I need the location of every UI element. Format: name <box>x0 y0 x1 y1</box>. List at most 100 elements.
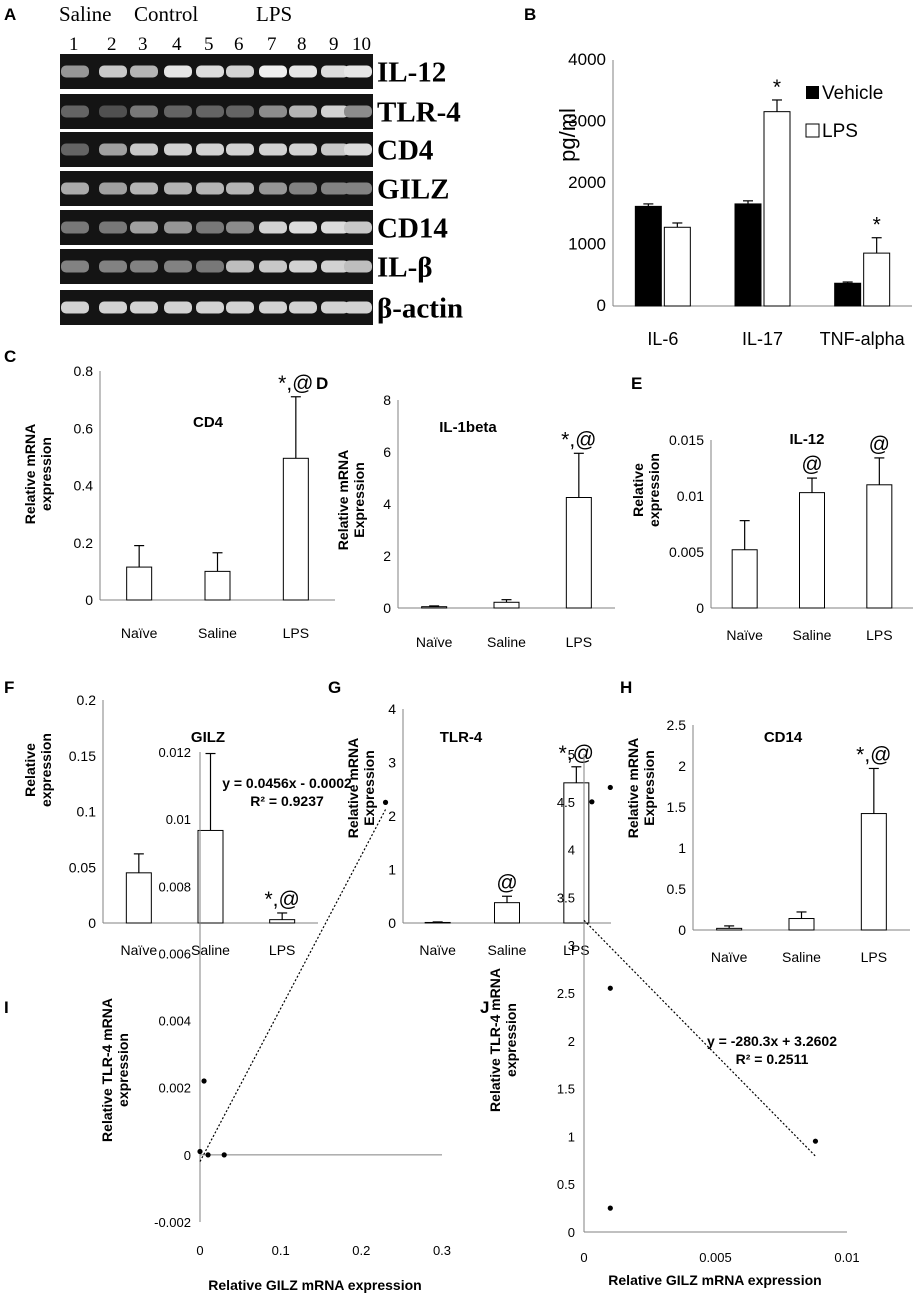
panel-f-ytick-0-1: 0.1 <box>77 804 97 820</box>
panel-h: H Relative mRNAExpression 0 0.5 1 1.5 2 2.5 Na… <box>620 678 910 965</box>
panel-d-bar-lps <box>565 497 592 609</box>
gel-gene-label-actin: β-actin <box>377 293 463 325</box>
gel-band-tlr-4-3 <box>130 105 158 118</box>
panel-h-title: CD14 <box>764 729 803 746</box>
gel-gene-label-il: IL-β <box>377 252 433 284</box>
panel-j-ytick-1-5: 1.5 <box>557 1082 575 1097</box>
panel-e-annotation-lps: @ <box>869 433 890 456</box>
panel-f: F Relativeexpression 0 0.05 0.1 0.15 0.2 Naïv… <box>4 678 318 958</box>
legend-vehicle-swatch <box>806 86 819 99</box>
panel-d-ytick-6: 6 <box>383 444 391 460</box>
gel-band-cd4-5 <box>196 143 224 156</box>
panel-i-ytick-0: 0 <box>184 1148 191 1163</box>
gel-group-saline: Saline <box>59 2 112 26</box>
gel-band-cd14-5 <box>196 221 224 234</box>
panel-j-ytick-3: 3 <box>568 938 575 953</box>
chart-i: -0.002 0 0.002 0.004 0.006 0.008 0.01 0.012 0 0.1… <box>154 745 451 1258</box>
panel-d-ylabel-line1: Relative mRNA <box>335 450 351 550</box>
panel-e-bar-lps <box>866 484 893 609</box>
panel-d-ytick-8: 8 <box>383 392 391 408</box>
panel-c-category-lps: LPS <box>283 625 309 641</box>
gel-band-il-12-9 <box>321 65 349 78</box>
panel-g-ylabel-line1: Relative mRNA <box>345 738 361 838</box>
panel-f-ylabel-line2: expression <box>38 733 54 807</box>
gel-band-cd4-2 <box>99 143 127 156</box>
gel-band-cd14-3 <box>130 221 158 234</box>
gel-band-cd4-9 <box>321 143 349 156</box>
panel-h-category-saline: Saline <box>782 949 821 965</box>
gel-band-il-5 <box>196 260 224 273</box>
panel-d-ylabel: Relative mRNAExpression <box>335 450 367 550</box>
gel-band-tlr-4-5 <box>196 105 224 118</box>
panel-label-i: I <box>4 998 9 1017</box>
gel-band-actin-5 <box>196 301 224 314</box>
gel-band-cd14-1 <box>61 221 89 234</box>
legend-lps-swatch <box>805 123 820 138</box>
panel-b-ytick-0: 0 <box>597 296 606 315</box>
panel-b-bar-il-17-lps <box>763 111 791 307</box>
panel-g-ytick-2: 2 <box>388 808 396 824</box>
panel-f-ytick-0-15: 0.15 <box>69 748 96 764</box>
panel-j-point-4 <box>607 1205 613 1211</box>
chart-h: 0 0.5 1 1.5 2 2.5 Naïve Saline LPS *,@ CD14 <box>667 717 910 965</box>
panel-h-bar-lps <box>860 813 887 931</box>
gel-band-il-2 <box>99 260 127 273</box>
gel-band-tlr-4-4 <box>164 105 192 118</box>
panel-e-category-lps: LPS <box>866 627 892 643</box>
panel-j-ylabel-line1: Relative TLR-4 mRNA <box>487 968 503 1112</box>
panel-d-ytick-4: 4 <box>383 496 391 512</box>
panel-i-xlabel: Relative GILZ mRNA expression <box>208 1277 421 1293</box>
gel-band-cd4-6 <box>226 143 254 156</box>
gel-band-il-12-8 <box>289 65 317 78</box>
panel-b-bar-il-6-lps <box>663 226 691 307</box>
panel-d-ytick-0: 0 <box>383 600 391 616</box>
panel-c-ytick-0-6: 0.6 <box>74 420 94 436</box>
gel-band-gilz-5 <box>196 182 224 195</box>
panel-c: C Relative mRNAexpression 0 0.2 0.4 0.6 0.8 N… <box>4 347 335 641</box>
panel-i-ytick-0-006: 0.006 <box>158 946 191 961</box>
panel-j-ytick-2-5: 2.5 <box>557 986 575 1001</box>
panel-g-ytick-0: 0 <box>388 915 396 931</box>
panel-j-r-squared: R² = 0.2511 <box>736 1051 809 1067</box>
panel-d: D Relative mRNAExpression 0 2 4 6 8 Naïve Sali… <box>316 374 615 650</box>
gel-band-actin-10 <box>344 301 372 314</box>
legend-lps-label: LPS <box>822 121 858 142</box>
panel-j-ytick-2: 2 <box>568 1034 575 1049</box>
gel-band-il-12-7 <box>259 65 287 78</box>
chart-e: 0 0.005 0.01 0.015 Naïve Saline @ LPS @ IL-12 <box>669 431 913 643</box>
gel-band-tlr-4-2 <box>99 105 127 118</box>
panel-b-category-tnf-alpha: TNF-alpha <box>820 329 906 349</box>
gel-group-lps: LPS <box>256 2 292 26</box>
panel-e-bar-saline <box>799 492 825 609</box>
panel-h-ytick-2-5: 2.5 <box>667 717 687 733</box>
panel-g-ytick-4: 4 <box>388 701 396 717</box>
panel-f-category-lps: LPS <box>269 942 295 958</box>
panel-j: J Relative TLR-4 mRNAexpression Relative… <box>480 747 860 1288</box>
gel-gene-label-tlr-4: TLR-4 <box>377 97 461 129</box>
panel-c-category-naive: Naïve <box>121 625 158 641</box>
panel-j-point-3 <box>607 985 613 991</box>
gel-lane-number-6: 6 <box>234 34 244 55</box>
gel-band-cd4-10 <box>344 143 372 156</box>
panel-g-ylabel: Relative mRNAExpression <box>345 738 377 838</box>
panel-b-ytick-4000: 4000 <box>568 50 606 69</box>
panel-g-title: TLR-4 <box>440 729 483 746</box>
panel-b-category-il-17: IL-17 <box>742 329 783 349</box>
panel-b-ytick-1000: 1000 <box>568 235 606 254</box>
panel-h-category-naive: Naïve <box>711 949 748 965</box>
gel-band-actin-7 <box>259 301 287 314</box>
panel-i-xtick-0-2: 0.2 <box>352 1243 370 1258</box>
gel-lane-number-1: 1 <box>69 34 79 55</box>
panel-g-annotation-saline: @ <box>496 871 517 894</box>
panel-i: I Relative TLR-4 mRNAexpression Relative… <box>4 745 451 1293</box>
gel-blot-rows: IL-12 TLR-4 CD4 GILZ CD14 IL-β β-actin <box>60 54 463 325</box>
panel-g-ytick-1: 1 <box>388 862 396 878</box>
panel-j-ytick-3-5: 3.5 <box>557 890 575 905</box>
panel-c-ylabel-line1: Relative mRNA <box>22 424 38 524</box>
panel-i-xtick-0-3: 0.3 <box>433 1243 451 1258</box>
panel-j-point-5 <box>812 1138 819 1144</box>
panel-b-bar-tnf-alpha-vehicle <box>834 282 862 307</box>
panel-b-bar-il-17-vehicle <box>734 203 762 307</box>
panel-j-ylabel: Relative TLR-4 mRNAexpression <box>487 968 519 1112</box>
gel-band-cd14-7 <box>259 221 287 234</box>
